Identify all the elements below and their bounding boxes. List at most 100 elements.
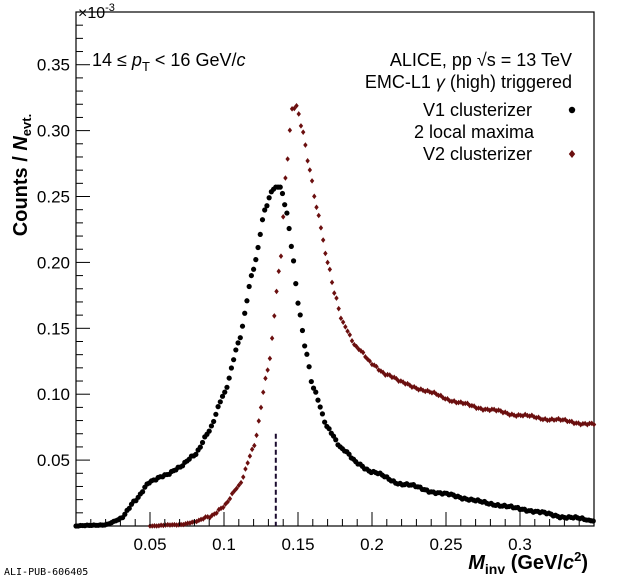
v1-data-point [326,426,332,432]
v1-data-point [224,384,230,390]
v2-data-point [323,250,328,257]
x-tick-label: 0.1 [212,535,236,554]
v2-data-point [352,341,357,348]
v2-data-point [296,111,301,117]
y-ticks: 0.05 0.10 0.15 0.20 0.25 0.30 0.35 [37,11,90,527]
v1-data-point [228,365,234,371]
v2-data-point [276,268,281,275]
v1-data-point [126,505,132,511]
v2-data-point [167,522,173,528]
legend-v2-marker [568,150,576,158]
v2-data-point [420,387,426,394]
v1-data-point [255,244,261,251]
v2-data-point [427,389,432,395]
v2-data-point [234,485,239,492]
v2-data-point [547,417,552,423]
v2-data-point [307,167,313,173]
y-multiplier: ×10-3 [78,2,115,22]
v2-data-point [542,416,548,422]
v1-data-point [237,335,243,341]
v1-data-point [251,266,257,272]
v2-data-point [480,407,486,413]
v2-data-point [316,212,321,219]
y-tick-label: 0.25 [37,188,70,207]
v2-data-point [285,156,290,162]
v1-data-point [293,281,299,287]
v2-data-point [274,288,279,295]
v1-data-point [313,389,319,395]
v1-data-point [257,231,263,238]
v2-data-point [560,417,566,423]
v2-data-point [372,362,377,368]
x-axis-title: Minv (GeV/c2) [468,549,588,577]
v2-data-point [247,453,253,459]
v2-data-point [303,142,308,148]
v2-data-point [229,490,235,497]
v1-data-point [333,437,339,443]
v2-data-point [278,253,284,259]
v2-data-point [170,522,175,528]
v2-data-point [309,178,315,184]
plot-frame [75,11,595,527]
v2-data-point [349,338,355,344]
v2-data-point [416,386,421,393]
v1-data-point [315,397,321,403]
legend-v1-marker [568,106,576,114]
v2-data-point [265,367,270,373]
v2-data-point [578,421,583,428]
v2-data-point [176,522,182,528]
v2-data-point [511,412,517,419]
v1-data-point [264,203,270,209]
v2-data-point [150,523,155,529]
v1-data-point [239,323,246,329]
v2-data-point [152,522,157,529]
y-tick-label: 0.35 [37,56,70,75]
v2-data-point [587,420,592,427]
v2-data-point [360,349,366,356]
v2-data-point [332,290,337,296]
v1-data-point [284,210,290,216]
v2-data-point [522,411,528,418]
v1-data-point [197,444,203,450]
v2-data-point [340,319,346,325]
v2-data-point [591,421,597,428]
v1-data-point [299,327,306,334]
v2-data-point [558,417,563,423]
v1-data-point [319,411,326,417]
v1-data-point [208,423,215,429]
v2-data-point [300,129,306,135]
v2-data-point [334,295,339,301]
v2-data-point [403,381,408,387]
v2-data-point [320,237,326,243]
y-tick-label: 0.30 [37,122,70,141]
v2-data-point [198,516,204,523]
v2-data-point [318,225,324,231]
v2-data-point [214,510,219,516]
v2-data-point [236,482,241,489]
v2-data-point [369,361,375,368]
v2-data-point [252,442,257,449]
v1-data-point [219,393,226,399]
y-tick-label: 0.20 [37,253,70,272]
v2-data-point [312,193,317,200]
v2-data-point [411,383,417,390]
v1-data-point [235,340,241,346]
v2-data-point [374,363,379,370]
v1-data-point [266,195,272,201]
v2-data-point [525,412,530,419]
v2-data-point [425,387,430,394]
v1-data-point [242,310,248,316]
x-ticks: 0.05 0.1 0.15 0.2 0.25 0.3 [75,512,595,554]
v1-data-point [295,300,301,306]
v1-data-point [282,202,288,208]
v2-data-point [281,214,286,220]
v1-data-point [259,217,266,223]
v2-data-point [154,523,159,529]
v1-data-point [193,451,199,457]
v2-data-point [354,343,359,350]
x-tick-label: 0.3 [508,535,532,554]
v2-data-point [305,158,310,164]
v2-data-point [549,416,555,422]
v2-data-point [336,305,341,312]
v2-data-point [261,389,266,396]
